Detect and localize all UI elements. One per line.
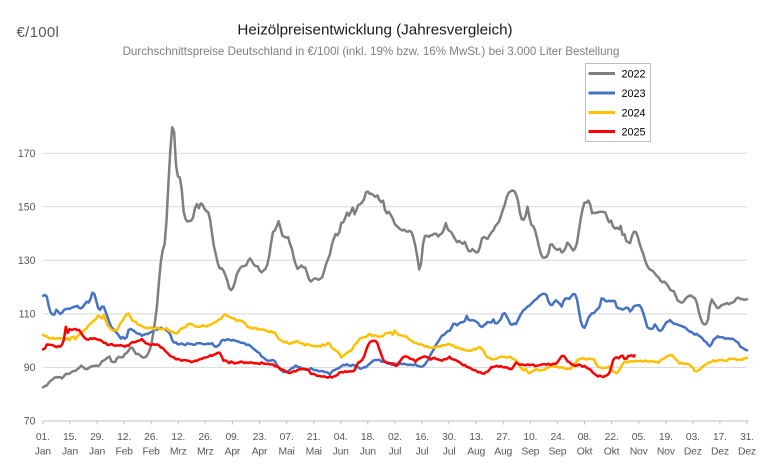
svg-text:Heizölpreisentwicklung (Jahres: Heizölpreisentwicklung (Jahresvergleich) xyxy=(237,21,512,38)
svg-text:Dez: Dez xyxy=(684,447,702,458)
svg-text:12.: 12. xyxy=(171,432,185,443)
svg-text:26.: 26. xyxy=(144,432,158,443)
svg-text:02.: 02. xyxy=(388,432,402,443)
svg-text:2025: 2025 xyxy=(622,126,646,138)
svg-text:Jul: Jul xyxy=(416,447,429,458)
svg-text:Jun: Jun xyxy=(333,447,350,458)
svg-text:07.: 07. xyxy=(280,432,294,443)
svg-text:Nov: Nov xyxy=(657,447,676,458)
svg-text:Feb: Feb xyxy=(115,447,133,458)
svg-text:Jul: Jul xyxy=(443,447,456,458)
svg-text:13.: 13. xyxy=(469,432,483,443)
svg-text:170: 170 xyxy=(18,148,36,160)
svg-text:29.: 29. xyxy=(90,432,104,443)
svg-text:17.: 17. xyxy=(713,432,727,443)
svg-text:Mrz: Mrz xyxy=(197,447,214,458)
svg-text:70: 70 xyxy=(24,416,36,428)
svg-text:Feb: Feb xyxy=(142,447,160,458)
svg-text:Jun: Jun xyxy=(360,447,377,458)
svg-text:22.: 22. xyxy=(605,432,619,443)
svg-text:Aug: Aug xyxy=(494,447,512,458)
svg-text:Sep: Sep xyxy=(521,447,539,458)
svg-text:18.: 18. xyxy=(361,432,375,443)
svg-text:110: 110 xyxy=(19,309,36,321)
svg-text:Apr: Apr xyxy=(252,447,268,458)
svg-text:15.: 15. xyxy=(63,432,77,443)
svg-text:12.: 12. xyxy=(117,432,131,443)
svg-text:Dez: Dez xyxy=(711,447,729,458)
svg-text:Okt: Okt xyxy=(604,447,620,458)
svg-text:Jan: Jan xyxy=(89,447,106,458)
svg-text:03.: 03. xyxy=(686,432,700,443)
svg-text:€/100l: €/100l xyxy=(17,24,60,41)
svg-text:Dez: Dez xyxy=(738,447,756,458)
svg-text:08.: 08. xyxy=(578,432,592,443)
svg-text:04.: 04. xyxy=(334,432,348,443)
svg-text:90: 90 xyxy=(24,362,36,374)
svg-text:Durchschnittspreise Deutschlan: Durchschnittspreise Deutschland in €/100… xyxy=(123,45,620,58)
svg-text:30.: 30. xyxy=(442,432,456,443)
svg-text:Nov: Nov xyxy=(630,447,649,458)
svg-text:Jan: Jan xyxy=(35,447,52,458)
svg-text:31.: 31. xyxy=(740,432,754,443)
svg-text:Okt: Okt xyxy=(577,447,593,458)
svg-text:2023: 2023 xyxy=(622,88,646,100)
svg-text:Jan: Jan xyxy=(62,447,79,458)
svg-text:19.: 19. xyxy=(659,432,673,443)
svg-text:26.: 26. xyxy=(198,432,212,443)
svg-text:Sep: Sep xyxy=(548,447,566,458)
svg-text:Mrz: Mrz xyxy=(170,447,187,458)
svg-text:09.: 09. xyxy=(225,432,239,443)
svg-text:23.: 23. xyxy=(253,432,267,443)
svg-text:2022: 2022 xyxy=(622,68,646,80)
svg-text:Apr: Apr xyxy=(225,447,241,458)
svg-text:21.: 21. xyxy=(307,432,321,443)
svg-text:16.: 16. xyxy=(415,432,429,443)
svg-text:05.: 05. xyxy=(632,432,646,443)
svg-text:27.: 27. xyxy=(496,432,510,443)
svg-text:Jul: Jul xyxy=(389,447,402,458)
svg-text:150: 150 xyxy=(18,201,36,213)
svg-text:01.: 01. xyxy=(36,432,50,443)
svg-text:Aug: Aug xyxy=(467,447,485,458)
svg-text:24.: 24. xyxy=(550,432,564,443)
svg-text:Mai: Mai xyxy=(306,447,322,458)
svg-text:10.: 10. xyxy=(523,432,537,443)
svg-text:2024: 2024 xyxy=(622,107,646,119)
svg-text:130: 130 xyxy=(18,255,36,267)
svg-text:Mai: Mai xyxy=(279,447,295,458)
